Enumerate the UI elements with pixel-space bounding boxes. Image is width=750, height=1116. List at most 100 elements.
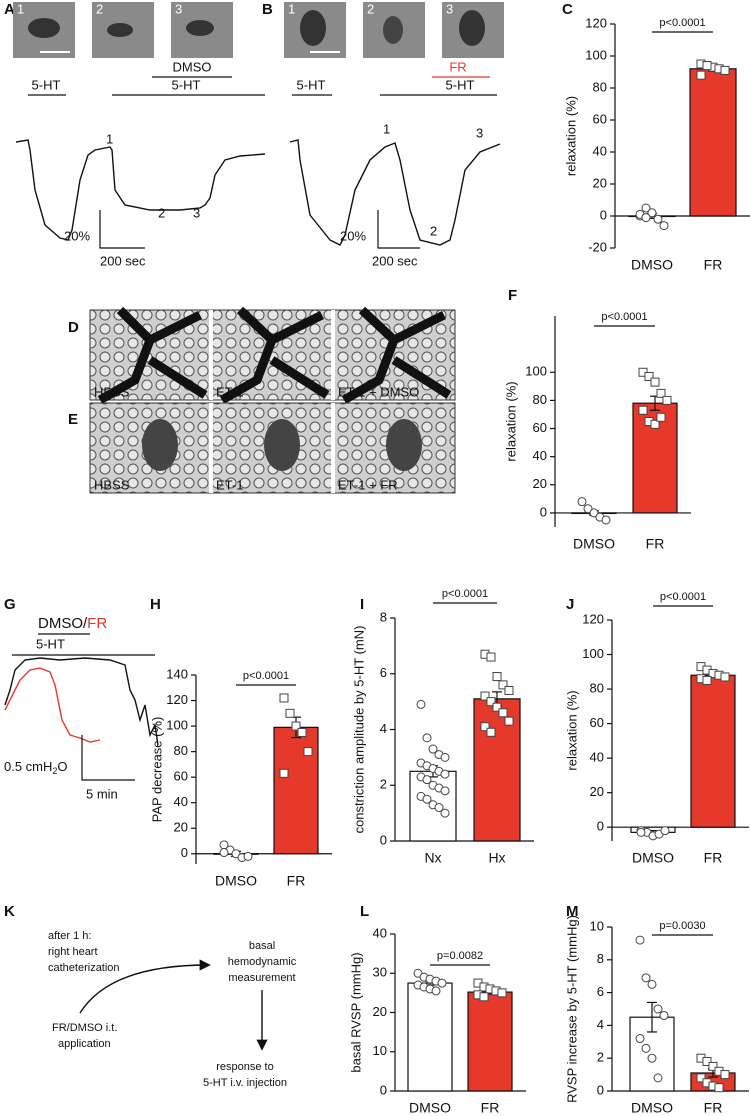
panel-letter: H: [150, 596, 161, 613]
image-label: ET-1: [216, 477, 243, 492]
panel-letter: C: [562, 1, 573, 18]
data-point: [641, 203, 651, 213]
x-tick-label: FR: [704, 850, 723, 866]
y-tick-label: 2: [380, 777, 387, 792]
data-point: [653, 214, 663, 224]
panel-a: A 1 2 3 DMSO 5-HT 5-HT 1 2 3 20% 200 sec: [4, 1, 266, 268]
panel-g: G DMSO/FR 5-HT 0.5 cmH2O 5 min: [4, 596, 159, 801]
data-point: [437, 978, 447, 988]
y-tick-label: 60: [590, 715, 604, 730]
data-point: [486, 652, 496, 662]
x-tick-label: FR: [481, 1100, 500, 1116]
annotation: p<0.0001: [442, 588, 488, 600]
x-tick-label: FR: [704, 257, 723, 273]
data-point: [653, 1073, 663, 1083]
data-point: [601, 515, 611, 525]
trace: [4, 657, 159, 746]
y-tick-label: 40: [593, 143, 607, 158]
data-point: [702, 61, 712, 71]
data-point: [656, 412, 666, 422]
data-point: [440, 808, 450, 818]
image-label: HBSS: [94, 384, 130, 399]
step-text: 5-HT i.v. injection: [203, 1077, 287, 1089]
data-point: [291, 721, 301, 731]
y-tick-label: 120: [166, 692, 188, 707]
vessel: [28, 18, 60, 38]
y-tick-label: 40: [174, 794, 188, 809]
scale-bar: [99, 210, 145, 249]
vehicle-label: DMSO: [173, 59, 212, 74]
x-tick-label: DMSO: [573, 536, 615, 552]
stimulus-label: 5-HT: [297, 77, 326, 92]
bar: [467, 991, 513, 1092]
y-axis-label: PAP decrease (%): [149, 717, 164, 823]
image-label: ET-1 + DMSO: [338, 384, 419, 399]
image-label: 1: [17, 1, 24, 16]
data-point: [440, 769, 450, 779]
image-label: ET-1 + FR: [338, 477, 398, 492]
y-tick-label: 0: [600, 207, 607, 222]
panel-letter: I: [360, 596, 364, 613]
step-text: right heart: [48, 946, 98, 958]
data-point: [720, 1070, 730, 1080]
scale-bar: [81, 735, 135, 781]
vessel: [386, 419, 422, 471]
bar: [690, 674, 736, 828]
data-point: [492, 672, 502, 682]
data-point: [660, 826, 670, 836]
data-point: [702, 1056, 712, 1066]
trace-label: 1: [106, 131, 113, 146]
data-point: [641, 1043, 651, 1053]
trace-label: 2: [430, 223, 437, 238]
scale-label: 5 min: [86, 786, 118, 801]
y-tick-label: 0: [597, 819, 604, 834]
y-tick-label: 0: [380, 1082, 387, 1097]
data-point: [720, 672, 730, 682]
stimulus-label: 5-HT: [36, 636, 65, 651]
y-tick-label: 60: [533, 420, 547, 435]
data-point: [696, 70, 706, 80]
data-point: [696, 1073, 706, 1083]
image-label: 2: [96, 1, 103, 16]
data-point: [589, 508, 599, 518]
stimulus-label: 5-HT: [32, 77, 61, 92]
annotation: p<0.0001: [243, 670, 289, 682]
trace: [15, 139, 266, 241]
y-axis-label: relaxation (%): [563, 96, 578, 176]
y-tick-label: 6: [380, 665, 387, 680]
scale-label-part: 0.5 cmH: [4, 759, 52, 774]
step-text: after 1 h:: [48, 930, 91, 942]
scale-label: 0.5 cmH2O: [4, 759, 68, 776]
annotation: p<0.0001: [660, 591, 706, 603]
y-tick-label: 8: [380, 609, 387, 624]
vessel: [186, 20, 214, 36]
y-tick-label: 8: [597, 951, 604, 966]
bar: [632, 402, 678, 514]
trace-label: 3: [193, 205, 200, 220]
step-text: catheterization: [48, 962, 120, 974]
data-point: [641, 213, 651, 223]
panel-e: E HBSS ET-1 ET-1 + FR: [68, 402, 456, 494]
data-point: [279, 768, 289, 778]
x-tick-label: FR: [646, 536, 665, 552]
y-tick-label: 80: [174, 743, 188, 758]
y-tick-label: 60: [174, 769, 188, 784]
trace-label: 2: [158, 205, 165, 220]
bar: [273, 726, 319, 855]
data-point: [498, 708, 508, 718]
y-axis-label: relaxation (%): [503, 381, 518, 461]
data-point: [641, 973, 651, 983]
vessel: [383, 16, 403, 44]
step-text: FR/DMSO i.t.: [52, 1022, 117, 1034]
vessel: [300, 10, 326, 46]
legend-label: DMSO: [38, 615, 83, 632]
y-tick-label: 4: [597, 1017, 604, 1032]
vessel: [264, 419, 300, 471]
y-tick-label: 80: [593, 79, 607, 94]
x-tick-label: DMSO: [215, 873, 257, 889]
scale-label-sub: 2: [52, 766, 57, 776]
y-tick-label: 0: [181, 845, 188, 860]
arrow: [79, 959, 211, 1014]
y-tick-label: 2: [597, 1050, 604, 1065]
x-tick-label: FR: [704, 1100, 723, 1116]
